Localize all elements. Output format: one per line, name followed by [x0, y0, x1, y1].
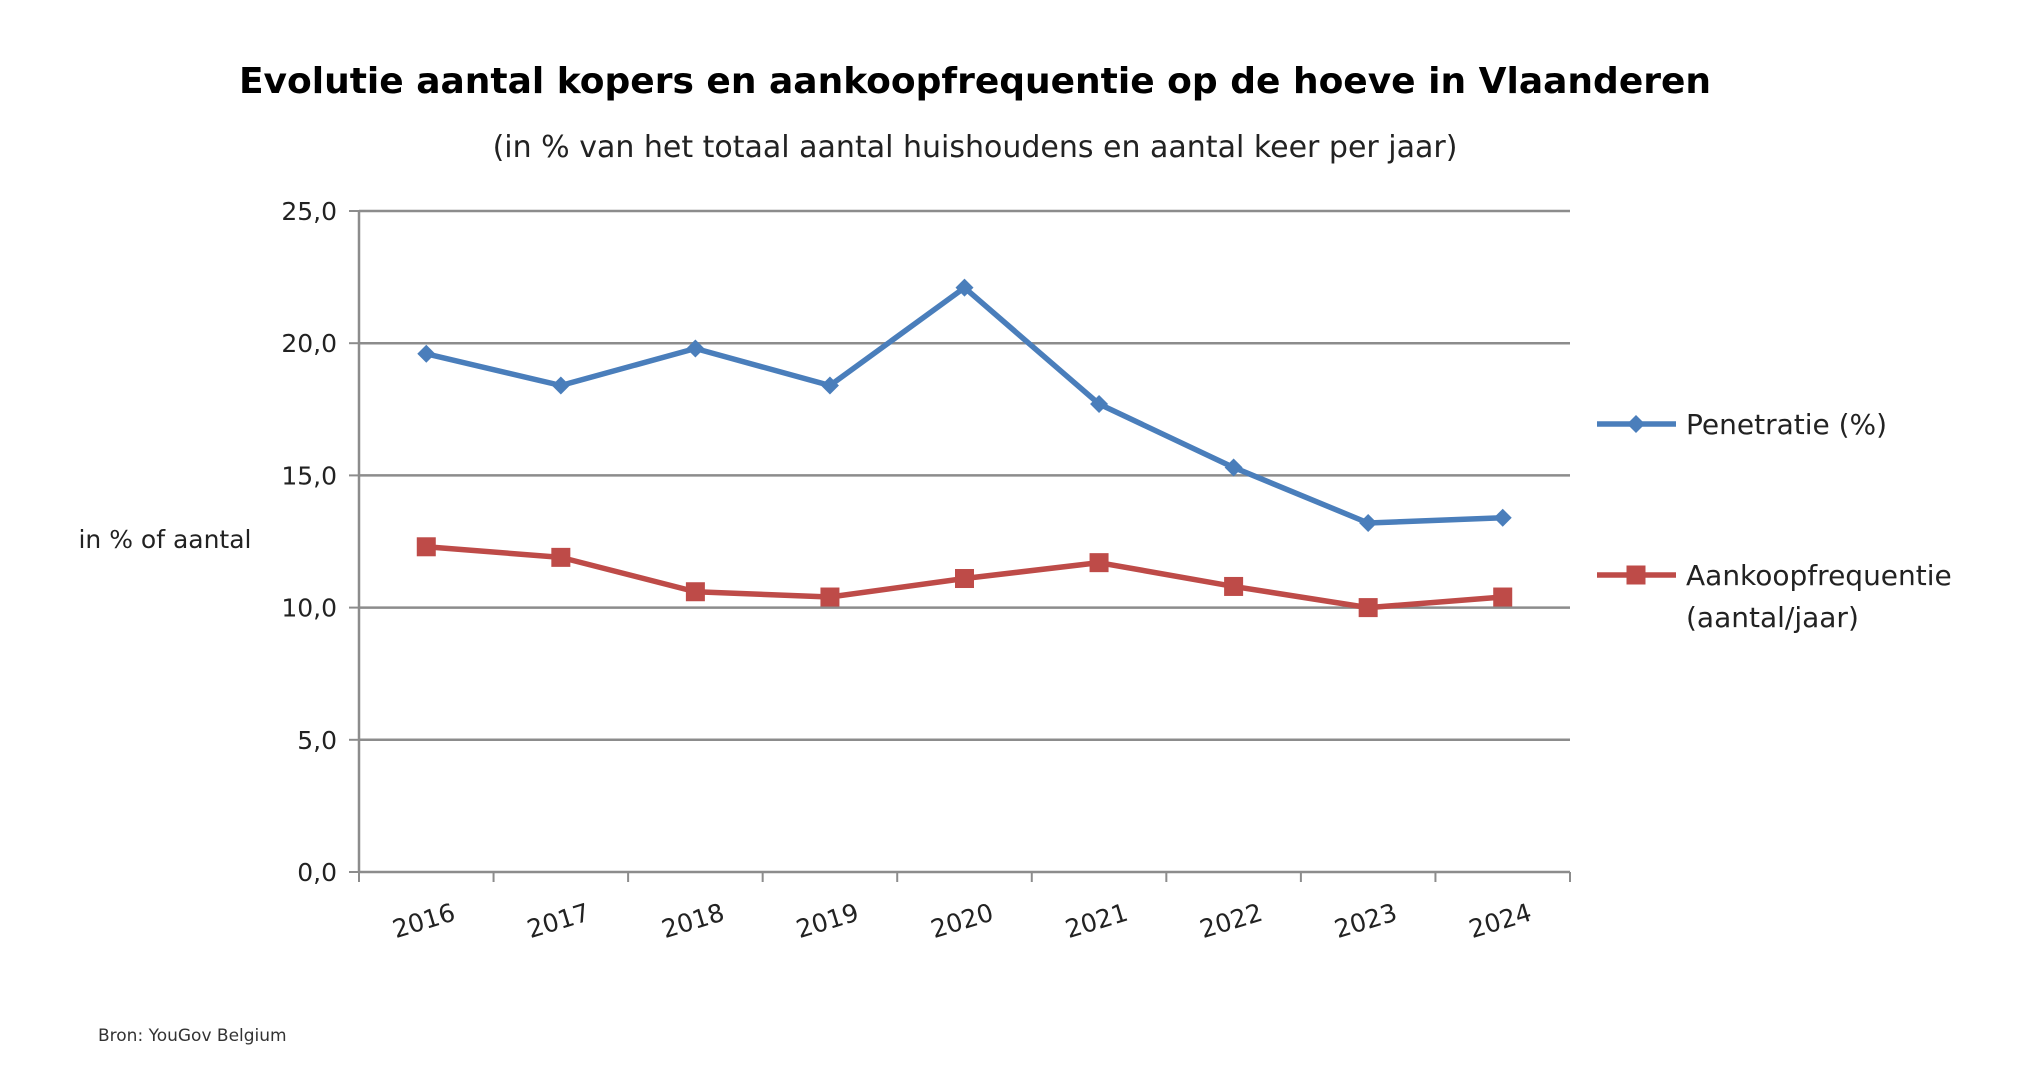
legend-label: Penetratie (%) [1686, 408, 1887, 441]
y-tick-label: 15,0 [281, 461, 337, 490]
legend-label: Aankoopfrequentie [1686, 559, 1952, 592]
series-line [425, 284, 1503, 526]
legend-label: (aantal/jaar) [1686, 601, 1859, 634]
source-note: Bron: YouGov Belgium [98, 1026, 287, 1046]
x-tick-label: 2019 [793, 898, 862, 944]
data-point [1493, 508, 1512, 527]
data-point [685, 582, 705, 602]
x-tick-label: 2016 [389, 898, 458, 944]
data-point [820, 376, 839, 395]
data-point [820, 587, 840, 607]
data-point [1224, 458, 1243, 477]
x-tick-label: 2017 [524, 898, 593, 944]
y-tick-label: 0,0 [297, 858, 337, 887]
data-point [1359, 513, 1378, 532]
legend-swatch-marker [1626, 565, 1646, 585]
data-point [955, 278, 974, 297]
legend: Penetratie (%) Aankoopfrequentie (aantal/j… [1597, 408, 1952, 634]
data-point [1493, 587, 1513, 607]
series-group [416, 278, 1513, 618]
data-point [955, 569, 974, 589]
y-tick-label: 20,0 [281, 329, 337, 358]
data-point [686, 339, 705, 358]
x-tick-label: 2023 [1331, 898, 1400, 944]
y-tick-label: 5,0 [297, 726, 337, 755]
y-tick-label: 10,0 [281, 594, 337, 623]
data-point [551, 376, 570, 395]
series-2 [416, 537, 1513, 618]
data-point [1090, 395, 1109, 414]
data-point [1358, 598, 1378, 618]
x-tick-label: 2020 [927, 898, 996, 944]
x-tick-label: 2021 [1062, 898, 1131, 944]
chart-title: Evolutie aantal kopers en aankoopfrequen… [239, 61, 1711, 102]
data-point [416, 537, 436, 557]
data-point [1089, 553, 1109, 573]
legend-swatch-marker [1627, 415, 1645, 433]
x-tick-label: 2024 [1466, 898, 1535, 944]
x-axis-ticks: 2016 2017 2018 2019 2020 2021 2022 2023 2024 [358, 872, 1571, 944]
y-tick-label: 25,0 [281, 197, 337, 226]
legend-item: Penetratie (%) [1597, 408, 1887, 441]
series-1 [417, 278, 1512, 532]
y-axis-label: in % of aantal [78, 525, 251, 554]
data-point [551, 547, 571, 567]
x-tick-label: 2022 [1196, 898, 1265, 944]
data-point [417, 344, 436, 363]
y-axis-ticks: 0,0 5,0 10,0 15,0 20,0 25,0 [281, 197, 359, 887]
axes [357, 211, 1570, 874]
data-point [1224, 576, 1244, 596]
legend-item: Aankoopfrequentie (aantal/jaar) [1597, 559, 1952, 634]
chart-subtitle: (in % van het totaal aantal huishoudens … [493, 130, 1458, 165]
x-tick-label: 2018 [658, 898, 727, 944]
